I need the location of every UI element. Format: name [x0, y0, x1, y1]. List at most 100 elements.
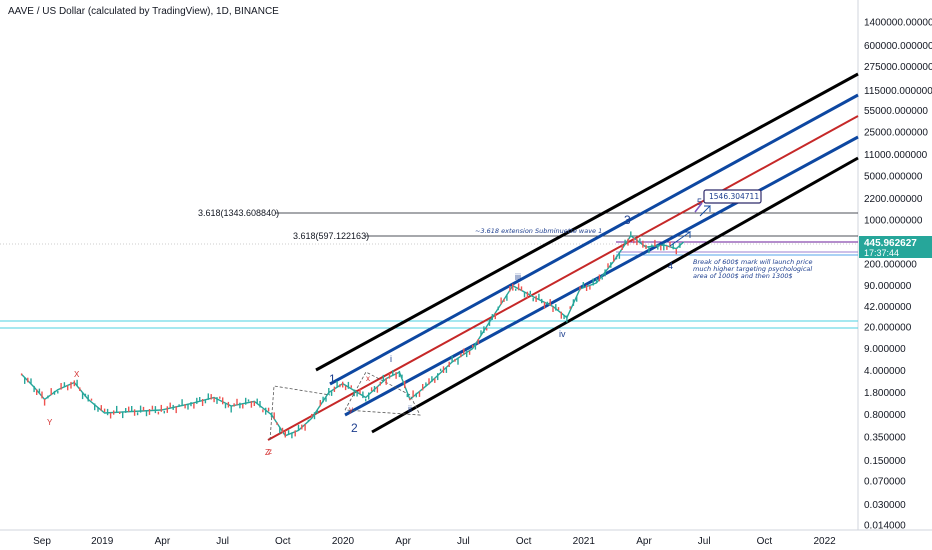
price-candle — [204, 400, 207, 404]
x-tick-label: 2021 — [573, 536, 596, 547]
purple-target-arrow[interactable] — [694, 202, 703, 213]
x-tick-label: Oct — [275, 536, 291, 547]
fib-level-label-597: 3.618(597.122163) — [293, 231, 369, 241]
price-candle — [442, 366, 445, 373]
price-candle — [654, 239, 656, 247]
price-candle — [163, 410, 165, 414]
price-candle — [38, 388, 41, 393]
price-candle — [90, 398, 93, 401]
price-candle — [148, 409, 151, 415]
price-candle — [509, 286, 511, 292]
price-candle — [333, 386, 336, 392]
price-candle — [636, 238, 638, 246]
y-tick-label: 600000.000000 — [864, 41, 932, 52]
price-candle — [273, 412, 275, 420]
price-candle — [576, 296, 578, 302]
price-candle — [630, 231, 632, 236]
projection-arrow-1[interactable] — [669, 231, 692, 247]
price-candle — [256, 398, 258, 404]
price-candle — [404, 381, 406, 389]
price-candle — [63, 382, 66, 388]
price-candle — [267, 407, 270, 412]
price-candle — [116, 405, 118, 413]
price-candle — [119, 411, 121, 414]
price-candle — [585, 284, 588, 291]
price-candle — [291, 432, 293, 439]
price-candle — [53, 390, 56, 395]
price-candle — [297, 424, 300, 431]
price-candles[interactable] — [20, 231, 681, 439]
price-candle — [247, 399, 250, 402]
price-candle — [136, 412, 139, 416]
price-candle — [103, 408, 106, 412]
wave-label-X: X — [74, 370, 80, 379]
price-candle — [175, 406, 177, 414]
price-candle — [515, 288, 517, 291]
price-candle — [560, 311, 562, 319]
y-tick-label: 275000.000000 — [864, 62, 932, 73]
price-candle — [491, 314, 493, 320]
extension-note: ~3.618 extension Subminuette wave 1 — [475, 227, 602, 235]
price-candle — [595, 278, 598, 283]
target-price-box[interactable]: 1546.304711 — [703, 189, 762, 204]
price-candle — [307, 419, 310, 423]
x-tick-label: Oct — [516, 536, 532, 547]
wave-label-1: 1 — [329, 372, 336, 386]
y-tick-label: 5000.000000 — [864, 172, 923, 183]
price-candle — [157, 411, 160, 415]
price-candle — [122, 411, 124, 419]
price-candle — [362, 391, 364, 399]
dashed-triangle-1[interactable] — [269, 385, 331, 441]
channel-inner-upper-line[interactable] — [329, 93, 859, 386]
price-candle — [463, 348, 465, 355]
price-candle — [563, 315, 565, 320]
price-candle — [113, 410, 115, 415]
price-candle — [395, 372, 397, 379]
price-candle — [549, 299, 551, 306]
projection-arrow-2[interactable] — [699, 205, 712, 217]
y-tick-label: 0.150000 — [864, 456, 906, 467]
price-candle — [388, 373, 391, 379]
price-candle — [406, 393, 408, 398]
price-candle — [480, 330, 482, 336]
channel-outer-upper-line[interactable] — [315, 72, 859, 372]
price-candle — [199, 397, 201, 401]
dashed-triangle-2[interactable] — [344, 371, 421, 416]
price-axis[interactable]: 1400000.000000 600000.000000 275000.000000… — [857, 0, 932, 532]
price-candle — [67, 385, 69, 391]
price-candle — [142, 406, 145, 411]
price-candle — [434, 378, 436, 383]
price-candle — [672, 243, 674, 250]
price-candle — [262, 409, 264, 413]
price-candle — [330, 391, 333, 396]
time-axis[interactable]: Sep 2019 Apr Jul Oct 2020 Apr Jul Oct 2021 Apr Jul O… — [0, 529, 932, 547]
channel-median-line[interactable] — [267, 115, 859, 441]
y-tick-label: 115000.000000 — [864, 86, 932, 97]
price-candle — [373, 386, 376, 392]
price-candle — [322, 396, 324, 403]
price-candle — [451, 355, 453, 363]
price-candle — [474, 343, 477, 350]
price-candle — [184, 404, 186, 409]
price-candle — [57, 390, 59, 394]
price-candle — [76, 379, 78, 386]
wave-label-Y: Y — [47, 418, 53, 427]
target-price-box-text: 1546.304711 — [709, 192, 759, 201]
y-tick-label: 4.000000 — [864, 366, 906, 377]
wave-label-ii: ii — [408, 404, 412, 414]
price-candle — [601, 277, 603, 280]
channel-outer-lower-line[interactable] — [371, 156, 859, 434]
target-price-box-frame — [703, 189, 762, 204]
price-candle — [193, 402, 195, 409]
y-tick-label: 1000.000000 — [864, 216, 923, 227]
price-candle — [151, 405, 154, 410]
price-candle — [50, 388, 52, 396]
price-candle — [535, 295, 537, 302]
y-tick-label: 55000.000000 — [864, 106, 928, 117]
price-candle — [422, 384, 424, 391]
price-candle — [520, 286, 523, 291]
break-note: Break of 600$ mark will launch price muc… — [693, 258, 812, 280]
price-candle — [84, 393, 87, 397]
price-candle — [253, 401, 255, 406]
